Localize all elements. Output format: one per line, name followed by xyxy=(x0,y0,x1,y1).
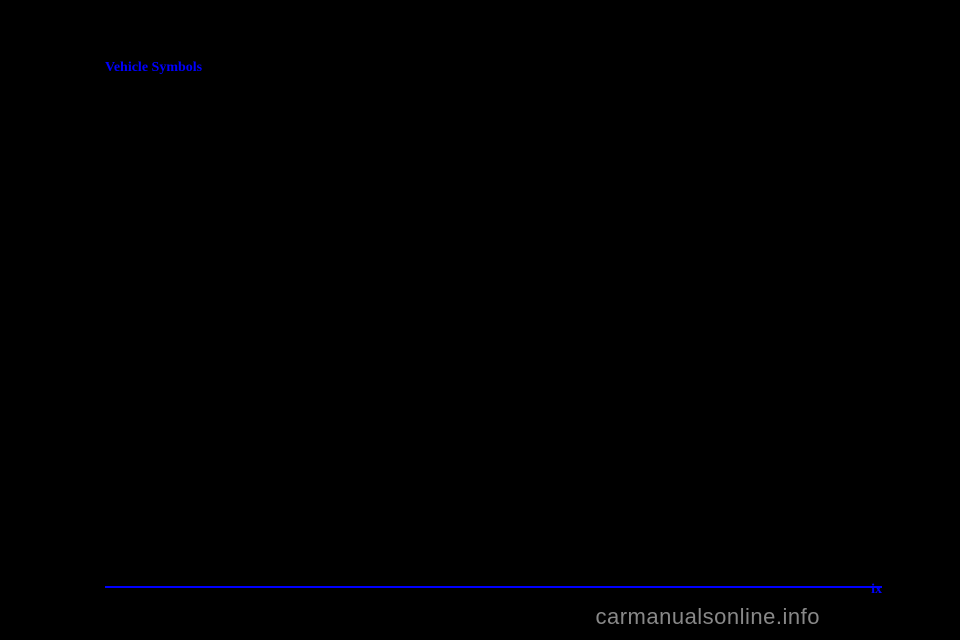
section-heading: Vehicle Symbols xyxy=(105,60,202,76)
footer-divider xyxy=(105,586,882,588)
page-number: ix xyxy=(871,582,882,598)
watermark-text: carmanualsonline.info xyxy=(595,604,820,630)
